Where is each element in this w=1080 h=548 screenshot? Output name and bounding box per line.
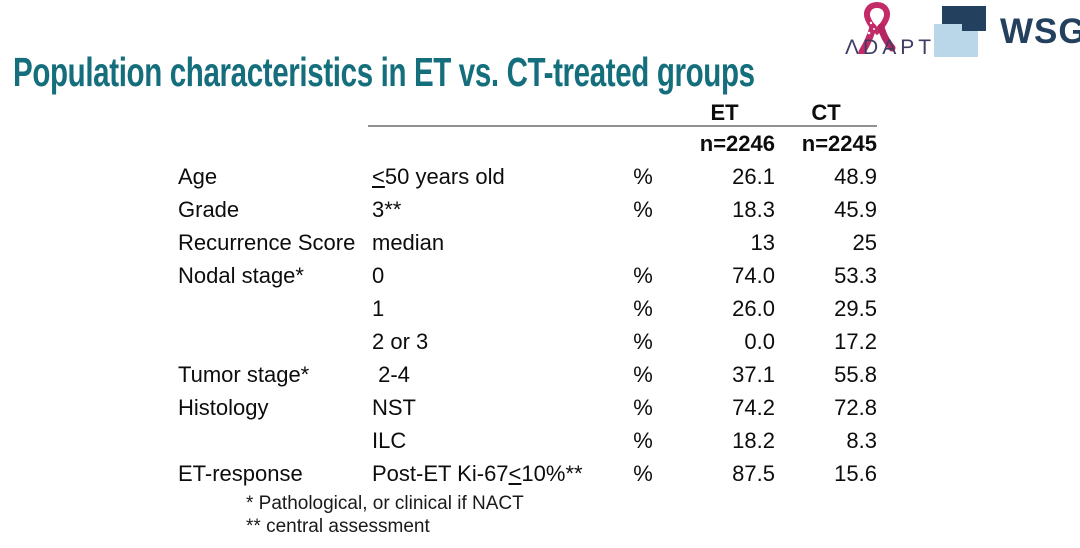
row-category: Histology xyxy=(178,395,269,420)
row-category: Recurrence Score xyxy=(178,230,356,255)
row-et-value: 74.2 xyxy=(732,395,775,420)
row-subcategory: 1 xyxy=(372,296,385,321)
row-unit: % xyxy=(633,263,653,288)
table-row: 2 or 3% 0.0 17.2 xyxy=(178,325,877,358)
row-subcategory: Post-ET Ki-67<10%** xyxy=(372,461,583,486)
table-row: ET-response Post-ET Ki-67<10%**% 87.5 15.6 xyxy=(178,457,877,490)
row-et-value: 26.1 xyxy=(732,164,775,189)
row-category: Nodal stage* xyxy=(178,263,304,288)
wsg-squares-icon xyxy=(934,6,986,57)
n-spacer xyxy=(372,127,612,160)
row-unit: % xyxy=(633,362,653,387)
footnote-single-asterisk: * Pathological, or clinical if NACT xyxy=(246,493,524,514)
row-subcategory: 2-4 xyxy=(372,362,410,387)
row-unit: % xyxy=(633,296,653,321)
row-et-value: 87.5 xyxy=(732,461,775,486)
row-subcategory: 0 xyxy=(372,263,385,288)
col-header-ct: CT xyxy=(811,100,841,125)
row-subcategory: ILC xyxy=(372,428,407,453)
header-spacer xyxy=(178,100,372,125)
n-spacer xyxy=(178,127,372,160)
row-ct-value: 29.5 xyxy=(834,296,877,321)
row-ct-value: 25 xyxy=(852,230,877,255)
row-category: Tumor stage* xyxy=(178,362,310,387)
row-category xyxy=(178,424,372,457)
footnotes: * Pathological, or clinical if NACT ** c… xyxy=(246,492,524,538)
n-header-ct: n=2245 xyxy=(801,131,877,156)
row-et-value: 0.0 xyxy=(744,329,775,354)
row-category: Grade xyxy=(178,197,240,222)
row-subcategory: <50 years old xyxy=(372,164,505,189)
table-row: Nodal stage* 0% 74.0 53.3 xyxy=(178,259,877,292)
row-subcategory: median xyxy=(372,230,445,255)
row-category: ET-response xyxy=(178,461,303,486)
row-subcategory: 2 or 3 xyxy=(372,329,429,354)
table-row: Recurrence Score median 13 25 xyxy=(178,226,877,259)
row-ct-value: 55.8 xyxy=(834,362,877,387)
row-ct-value: 48.9 xyxy=(834,164,877,189)
table-row: Histology NST% 74.2 72.8 xyxy=(178,391,877,424)
row-et-value: 13 xyxy=(750,230,775,255)
row-et-value: 18.2 xyxy=(732,428,775,453)
table-row: ILC% 18.2 8.3 xyxy=(178,424,877,457)
wsg-logo-text: WSG xyxy=(1000,12,1080,51)
row-unit: % xyxy=(633,428,653,453)
row-et-value: 74.0 xyxy=(732,263,775,288)
row-subcategory: NST xyxy=(372,395,416,420)
n-header-et: n=2246 xyxy=(699,131,775,156)
row-category xyxy=(178,292,372,325)
page-title: Population characteristics in ET vs. CT-… xyxy=(13,49,755,95)
row-ct-value: 45.9 xyxy=(834,197,877,222)
table-row: 1% 26.0 29.5 xyxy=(178,292,877,325)
header-spacer xyxy=(612,100,674,125)
row-et-value: 37.1 xyxy=(732,362,775,387)
row-ct-value: 72.8 xyxy=(834,395,877,420)
row-et-value: 26.0 xyxy=(732,296,775,321)
col-header-et: ET xyxy=(710,100,739,125)
table-row: Age <50 years old% 26.1 48.9 xyxy=(178,160,877,193)
row-unit: % xyxy=(633,197,653,222)
footnote-double-asterisk: ** central assessment xyxy=(246,516,430,537)
row-ct-value: 15.6 xyxy=(834,461,877,486)
row-unit xyxy=(612,226,674,259)
wsg-logo: WSG xyxy=(932,5,1080,59)
row-ct-value: 53.3 xyxy=(834,263,877,288)
n-spacer xyxy=(612,127,674,160)
table-row: Tumor stage* 2-4% 37.1 55.8 xyxy=(178,358,877,391)
table-n-row: n=2246 n=2245 xyxy=(178,127,877,160)
row-unit: % xyxy=(633,329,653,354)
adapt-logo: ΛDAPT xyxy=(845,2,937,64)
header-rule xyxy=(368,125,877,127)
row-ct-value: 8.3 xyxy=(846,428,877,453)
table-body: Age <50 years old% 26.1 48.9 Grade 3**% 18.3 45… xyxy=(178,160,877,490)
population-table: ET CT n=2246 n=2245 Age <50 years old% 26.… xyxy=(178,100,877,490)
awareness-ribbon-icon xyxy=(858,2,896,54)
row-unit: % xyxy=(633,395,653,420)
row-et-value: 18.3 xyxy=(732,197,775,222)
adapt-logo-text: ΛDAPT xyxy=(845,36,936,59)
row-unit: % xyxy=(633,164,653,189)
row-category xyxy=(178,325,372,358)
row-ct-value: 17.2 xyxy=(834,329,877,354)
row-category: Age xyxy=(178,164,218,189)
table-row: Grade 3**% 18.3 45.9 xyxy=(178,193,877,226)
table-group-header-row: ET CT xyxy=(178,100,877,125)
header-spacer xyxy=(372,100,612,125)
row-subcategory: 3** xyxy=(372,197,402,222)
row-unit: % xyxy=(633,461,653,486)
